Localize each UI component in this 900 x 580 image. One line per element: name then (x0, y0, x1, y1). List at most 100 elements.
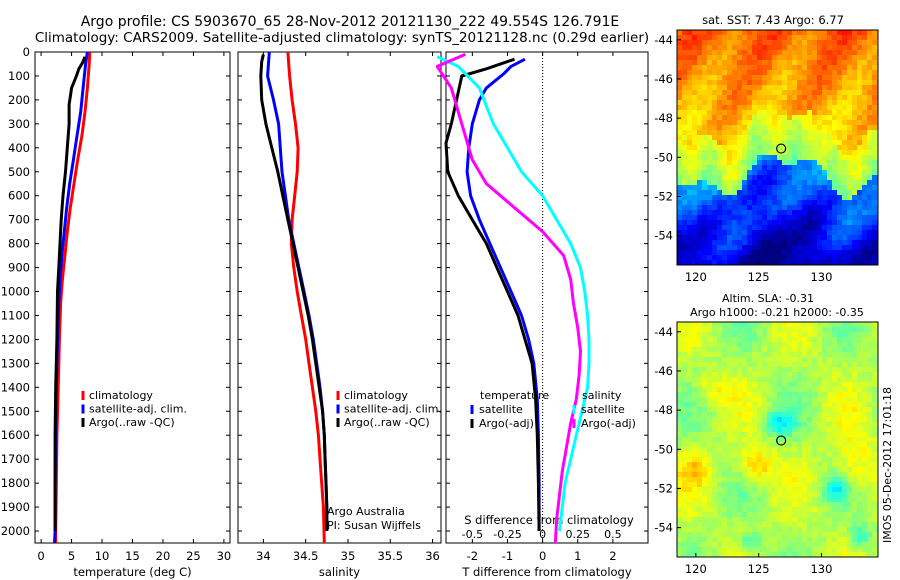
x-tick-label: -1 (502, 549, 513, 563)
lat-tick-label: -54 (654, 521, 673, 535)
salinity-diff-tick-label: 0.5 (604, 528, 622, 541)
x-tick-label: 25 (186, 549, 201, 563)
x-tick-label: 20 (156, 549, 171, 563)
argo-float-marker (776, 435, 787, 446)
x-axis-label: salinity (319, 565, 360, 579)
lat-tick-label: -48 (654, 111, 673, 125)
lon-tick-label: 120 (685, 270, 707, 284)
profile-line-argo-raw-qc (53, 56, 87, 531)
map-field-cells (677, 30, 879, 266)
lon-tick-label: 125 (748, 270, 770, 284)
plot-frame (445, 51, 649, 544)
depth-tick-label: 100 (8, 69, 30, 83)
plot-frame (237, 51, 442, 544)
x-tick-label: 5 (68, 549, 75, 563)
lon-tick-label: 130 (810, 270, 832, 284)
depth-tick-label: 2000 (1, 524, 30, 538)
depth-tick-label: 1500 (1, 404, 30, 418)
legend-label: Argo(..raw -QC) (89, 416, 175, 429)
salinity-diff-tick-label: 0.25 (565, 528, 590, 541)
sla-map-subtitle: Argo h1000: -0.21 h2000: -0.35 (690, 306, 864, 319)
x-tick-label: 34 (256, 549, 271, 563)
difference-profile-panel: -2 -1 0 1 2 T difference from climatology -0.5… (435, 51, 649, 579)
depth-tick-label: 1200 (1, 332, 30, 346)
map-frame (676, 321, 879, 558)
depth-tick-label: 500 (8, 165, 30, 179)
header-line-2: Climatology: CARS2009. Satellite-adjuste… (35, 30, 649, 46)
profile-line-argo-adj-temperature (444, 57, 541, 532)
depth-tick-label: 600 (8, 189, 30, 203)
profile-line-satellite-salinity (436, 55, 591, 532)
depth-tick-label: 1600 (1, 428, 30, 442)
depth-tick-label: 300 (8, 117, 30, 131)
depth-tick-label: 800 (8, 237, 30, 251)
legend-title-temperature: temperature (480, 389, 549, 402)
profile-line-argo-adj-salinity (435, 53, 582, 544)
lon-tick-label: 125 (748, 562, 770, 576)
salinity-diff-axis-label: S difference from climatology (464, 513, 634, 527)
lat-tick-label: -46 (654, 72, 673, 86)
lon-tick-label: 130 (810, 562, 832, 576)
x-axis-label: T difference from climatology (461, 565, 632, 579)
depth-tick-label: 1300 (1, 356, 30, 370)
legend-label: satellite-adj. clim. (344, 403, 442, 416)
depth-tick-label: 900 (8, 261, 30, 275)
header-line-1: Argo profile: CS 5903670_65 28-Nov-2012 … (81, 14, 620, 30)
x-tick-label: 35 (341, 549, 356, 563)
sst-map-title: sat. SST: 7.43 Argo: 6.77 (702, 13, 844, 27)
legend-label: climatology (344, 389, 408, 402)
lat-tick-label: -52 (654, 481, 673, 495)
profile-line-argo-raw-qc (259, 54, 329, 531)
legend-label: Argo(..raw -QC) (344, 416, 430, 429)
profile-line-climatology (286, 51, 326, 544)
lon-tick-label: 120 (685, 562, 707, 576)
sla-map-panel: -44 -46 -48 -50 -52 -54 120 125 130 (654, 321, 879, 576)
salinity-profile-panel: 34 34.5 35 35.5 36 salinity climatologysatelli… (237, 51, 442, 579)
salinity-diff-tick-label: 0 (539, 528, 546, 541)
x-axis-label: temperature (deg C) (73, 565, 191, 579)
x-tick-label: 30 (217, 549, 232, 563)
lat-tick-label: -44 (654, 33, 673, 47)
lat-tick-label: -54 (654, 229, 673, 243)
x-tick-label: 1 (574, 549, 581, 563)
legend-label: climatology (89, 389, 153, 402)
map-frame (676, 29, 879, 266)
attribution-text: PI: Susan Wijffels (327, 519, 421, 532)
x-tick-label: -2 (467, 549, 478, 563)
legend-label: satellite (479, 403, 523, 416)
attribution-text: Argo Australia (327, 505, 405, 518)
sst-map-panel: -44 -46 -48 -50 -52 -54 120 125 130 (654, 29, 879, 284)
imos-timestamp-label: IMOS 05-Dec-2012 17:01:18 (881, 387, 894, 543)
x-tick-label: 15 (125, 549, 140, 563)
temperature-profile-panel: 0100200300400500600700800900100011001200… (1, 45, 232, 579)
x-tick-label: 10 (95, 549, 110, 563)
sla-map-title: Altim. SLA: -0.31 (722, 292, 814, 305)
lat-tick-label: -50 (654, 150, 673, 164)
x-tick-label: 34.5 (293, 549, 319, 563)
salinity-diff-tick-label: -0.25 (493, 528, 521, 541)
x-tick-label: 2 (609, 549, 616, 563)
lat-tick-label: -46 (654, 364, 673, 378)
x-tick-label: 36 (425, 549, 440, 563)
lat-tick-label: -44 (654, 325, 673, 339)
depth-tick-label: 400 (8, 141, 30, 155)
legend-label: Argo(-adj) (479, 417, 534, 430)
map-field-cells (677, 322, 879, 558)
legend-label: Argo(-adj) (581, 417, 636, 430)
depth-tick-label: 1100 (1, 308, 30, 322)
x-tick-label: 35.5 (377, 549, 403, 563)
legend-title-salinity: salinity (582, 389, 622, 402)
depth-tick-label: 0 (23, 45, 30, 59)
lat-tick-label: -52 (654, 189, 673, 203)
depth-tick-label: 200 (8, 93, 30, 107)
x-tick-label: 0 (539, 549, 546, 563)
plot-frame (34, 51, 231, 544)
x-tick-label: 0 (37, 549, 44, 563)
profile-line-satellite-temperature (465, 57, 541, 531)
lat-tick-label: -50 (654, 442, 673, 456)
depth-tick-label: 1400 (1, 380, 30, 394)
depth-tick-label: 1000 (1, 285, 30, 299)
legend-label: satellite (581, 403, 625, 416)
legend-label: satellite-adj. clim. (89, 403, 187, 416)
